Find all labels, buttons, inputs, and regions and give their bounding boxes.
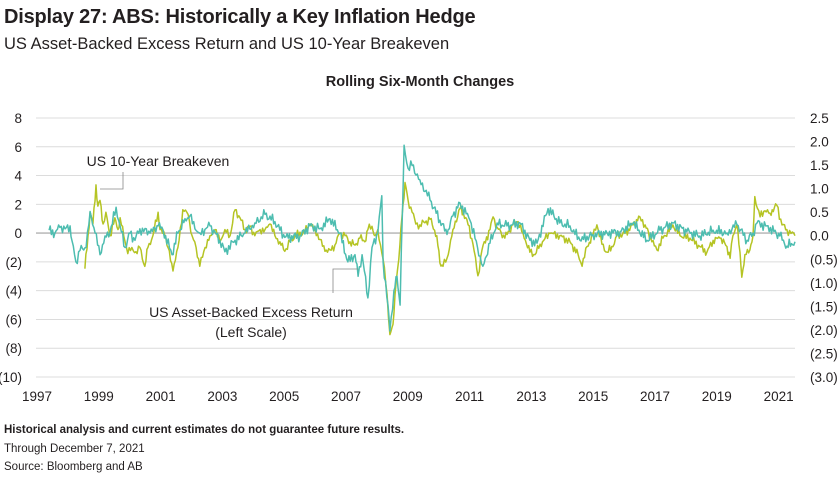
annotations: US 10-Year Breakeven US Asset-Backed Exc… bbox=[87, 153, 358, 340]
x-axis-tick-label: 2015 bbox=[578, 389, 608, 404]
right-axis-tick-label: (2.0) bbox=[810, 323, 838, 338]
x-axis-tick-label: 1999 bbox=[84, 389, 114, 404]
abs-leader-line bbox=[332, 268, 358, 293]
x-axis-tick-label: 2019 bbox=[702, 389, 732, 404]
right-axis-tick-label: 2.5 bbox=[810, 111, 829, 126]
x-axis-tick-label: 2009 bbox=[393, 389, 423, 404]
left-axis-tick-label: (10) bbox=[0, 370, 22, 385]
right-axis-tick-label: (1.0) bbox=[810, 276, 838, 291]
x-axis-ticks: 1997 1999 2001 2003 2005 2007 2009 2011 2013 2015… bbox=[22, 389, 794, 404]
series-lines bbox=[48, 144, 796, 336]
left-axis-tick-label: 2 bbox=[14, 197, 22, 212]
breakeven-annotation: US 10-Year Breakeven bbox=[87, 153, 230, 169]
right-axis-tick-label: 1.5 bbox=[810, 158, 829, 173]
left-axis-tick-label: 0 bbox=[14, 226, 22, 241]
abs-annotation-scale: (Left Scale) bbox=[215, 324, 287, 340]
right-axis-ticks: 2.5 2.0 1.5 1.0 0.5 0.0 (0.5) (1.0) (1.5) (2.0) (2… bbox=[810, 111, 838, 385]
disclaimer: Historical analysis and current estimate… bbox=[4, 424, 405, 436]
x-axis-tick-label: 2007 bbox=[331, 389, 361, 404]
right-axis-tick-label: (3.0) bbox=[810, 370, 838, 385]
x-axis-tick-label: 1997 bbox=[22, 389, 52, 404]
source: Source: Bloomberg and AB bbox=[4, 461, 143, 473]
left-axis-tick-label: (8) bbox=[6, 341, 23, 356]
right-axis-tick-label: 2.0 bbox=[810, 135, 829, 150]
x-axis-tick-label: 2017 bbox=[640, 389, 670, 404]
x-axis-tick-label: 2021 bbox=[764, 389, 794, 404]
left-axis-tick-label: (2) bbox=[6, 255, 23, 270]
x-axis-tick-label: 2005 bbox=[269, 389, 299, 404]
right-axis-tick-label: (2.5) bbox=[810, 346, 838, 361]
abs-annotation: US Asset-Backed Excess Return bbox=[149, 304, 353, 320]
left-axis-tick-label: (6) bbox=[6, 312, 23, 327]
left-axis-tick-label: 6 bbox=[14, 140, 22, 155]
chart-subtitle: US Asset-Backed Excess Return and US 10-… bbox=[4, 35, 450, 53]
left-axis-ticks: 8 6 4 2 0 (2) (4) (6) (8) (10) bbox=[0, 111, 22, 385]
x-axis-tick-label: 2013 bbox=[516, 389, 546, 404]
right-axis-tick-label: (1.5) bbox=[810, 299, 838, 314]
right-axis-tick-label: 1.0 bbox=[810, 182, 829, 197]
abs-excess-return-line bbox=[48, 144, 796, 332]
breakeven-leader-line bbox=[100, 172, 124, 190]
x-axis-tick-label: 2011 bbox=[455, 389, 484, 404]
left-axis-tick-label: 4 bbox=[14, 169, 22, 184]
plot-title: Rolling Six-Month Changes bbox=[326, 74, 515, 90]
x-axis-tick-label: 2003 bbox=[207, 389, 237, 404]
left-axis-tick-label: (4) bbox=[6, 284, 23, 299]
through-date: Through December 7, 2021 bbox=[4, 443, 145, 455]
right-axis-tick-label: (0.5) bbox=[810, 252, 838, 267]
chart-title: Display 27: ABS: Historically a Key Infl… bbox=[4, 6, 476, 28]
right-axis-tick-label: 0.5 bbox=[810, 205, 829, 220]
gridlines bbox=[36, 117, 795, 378]
left-axis-tick-label: 8 bbox=[14, 111, 22, 126]
right-axis-tick-label: 0.0 bbox=[810, 229, 829, 244]
x-axis-tick-label: 2001 bbox=[146, 389, 176, 404]
